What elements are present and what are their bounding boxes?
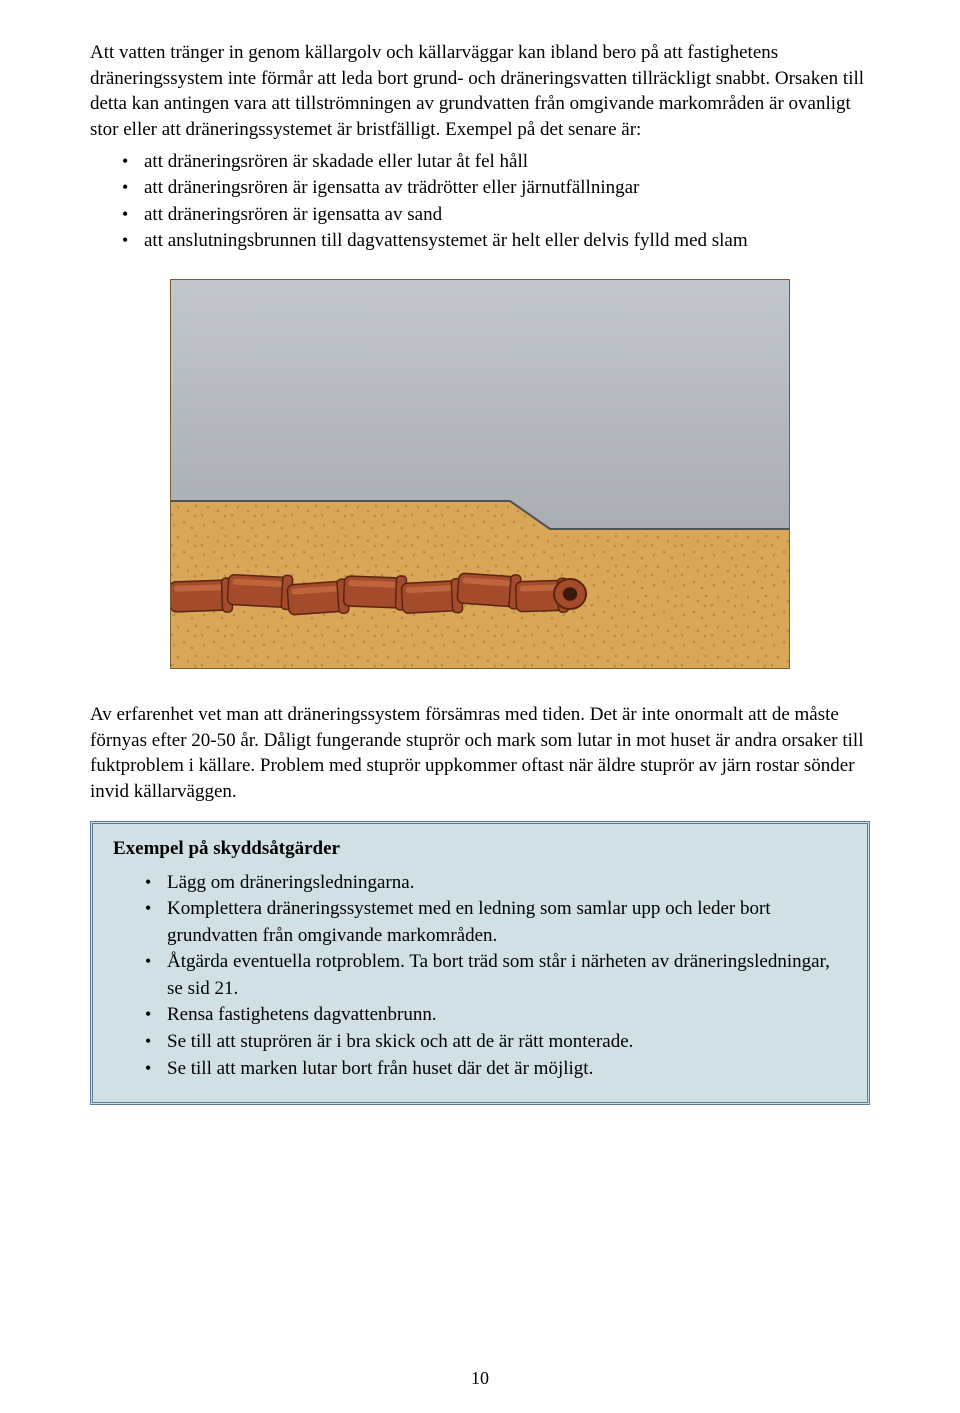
list-item: Åtgärda eventuella rotproblem. Ta bort t… (167, 949, 847, 1002)
diagram-svg (170, 279, 790, 669)
list-item: att dräneringsrören är igensatta av träd… (144, 175, 870, 202)
page: Att vatten tränger in genom källargolv o… (0, 0, 960, 1413)
causes-list: att dräneringsrören är skadade eller lut… (90, 149, 870, 255)
list-item: att dräneringsrören är skadade eller lut… (144, 149, 870, 176)
intro-paragraph: Att vatten tränger in genom källargolv o… (90, 40, 870, 143)
foundation-diagram (170, 279, 790, 674)
list-item: Lägg om dräneringsledningarna. (167, 870, 847, 897)
list-item: Rensa fastighetens dagvattenbrunn. (167, 1002, 847, 1029)
protective-measures-box: Exempel på skyddsåtgärder Lägg om dräner… (90, 821, 870, 1106)
list-item: Se till att marken lutar bort från huset… (167, 1056, 847, 1083)
infobox-title: Exempel på skyddsåtgärder (113, 838, 847, 860)
list-item: att dräneringsrören är igensatta av sand (144, 202, 870, 229)
experience-paragraph: Av erfarenhet vet man att dräneringssyst… (90, 702, 870, 805)
infobox-list: Lägg om dräneringsledningarna. Komplette… (113, 870, 847, 1083)
list-item: Se till att stuprören är i bra skick och… (167, 1029, 847, 1056)
page-number: 10 (0, 1368, 960, 1389)
list-item: att anslutningsbrunnen till dagvattensys… (144, 228, 870, 255)
list-item: Komplettera dräneringssystemet med en le… (167, 896, 847, 949)
